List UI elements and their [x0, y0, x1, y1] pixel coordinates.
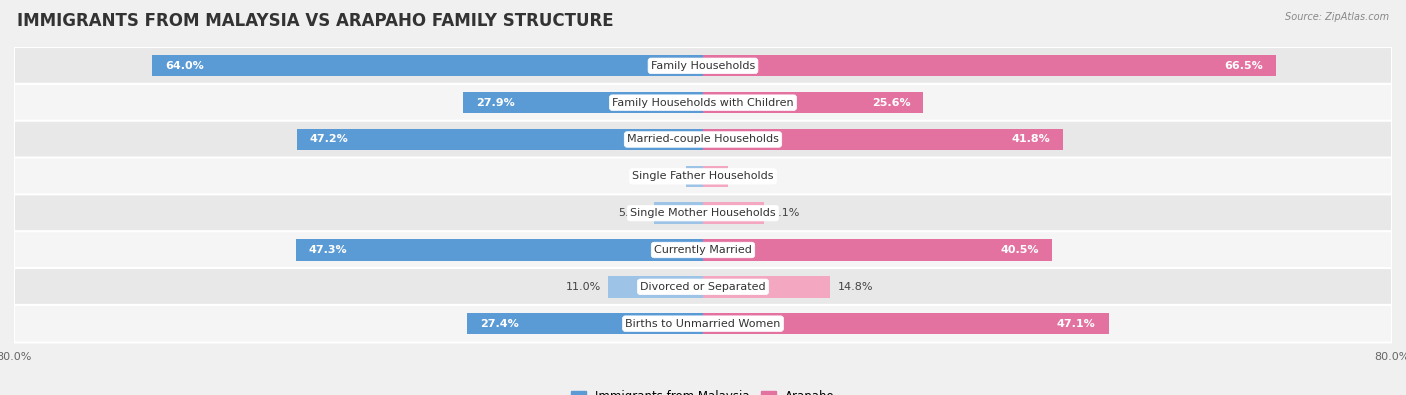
Bar	[703, 203, 763, 224]
Text: 11.0%: 11.0%	[567, 282, 602, 292]
Text: Family Households: Family Households	[651, 61, 755, 71]
Bar	[703, 276, 831, 297]
Bar	[703, 55, 1275, 77]
Bar	[703, 239, 1052, 261]
FancyBboxPatch shape	[14, 194, 1392, 232]
Bar	[152, 55, 703, 77]
Text: 2.0%: 2.0%	[651, 171, 679, 181]
Text: 27.9%: 27.9%	[475, 98, 515, 108]
Text: 47.2%: 47.2%	[309, 134, 349, 145]
FancyBboxPatch shape	[14, 268, 1392, 306]
FancyBboxPatch shape	[14, 158, 1392, 195]
Text: Family Households with Children: Family Households with Children	[612, 98, 794, 108]
Text: 25.6%: 25.6%	[872, 98, 911, 108]
Bar	[703, 313, 1108, 334]
Text: 7.1%: 7.1%	[770, 208, 800, 218]
Text: 47.3%: 47.3%	[308, 245, 347, 255]
FancyBboxPatch shape	[14, 305, 1392, 342]
Bar	[295, 239, 703, 261]
FancyBboxPatch shape	[14, 84, 1392, 121]
Bar	[686, 166, 703, 187]
Bar	[463, 92, 703, 113]
Text: 14.8%: 14.8%	[838, 282, 873, 292]
Text: Single Father Households: Single Father Households	[633, 171, 773, 181]
Bar	[609, 276, 703, 297]
Text: 66.5%: 66.5%	[1225, 61, 1263, 71]
Text: 27.4%: 27.4%	[479, 319, 519, 329]
Text: Married-couple Households: Married-couple Households	[627, 134, 779, 145]
FancyBboxPatch shape	[14, 47, 1392, 85]
Text: IMMIGRANTS FROM MALAYSIA VS ARAPAHO FAMILY STRUCTURE: IMMIGRANTS FROM MALAYSIA VS ARAPAHO FAMI…	[17, 12, 613, 30]
Bar	[467, 313, 703, 334]
Text: 5.7%: 5.7%	[619, 208, 647, 218]
FancyBboxPatch shape	[14, 121, 1392, 158]
Text: 47.1%: 47.1%	[1057, 319, 1095, 329]
Text: 40.5%: 40.5%	[1000, 245, 1039, 255]
Text: 2.9%: 2.9%	[735, 171, 763, 181]
Bar	[297, 129, 703, 150]
Bar	[703, 129, 1063, 150]
Bar	[703, 166, 728, 187]
Text: 41.8%: 41.8%	[1011, 134, 1050, 145]
Bar	[703, 92, 924, 113]
Text: Births to Unmarried Women: Births to Unmarried Women	[626, 319, 780, 329]
Bar	[654, 203, 703, 224]
FancyBboxPatch shape	[14, 231, 1392, 269]
Text: Currently Married: Currently Married	[654, 245, 752, 255]
Text: Divorced or Separated: Divorced or Separated	[640, 282, 766, 292]
Legend: Immigrants from Malaysia, Arapaho: Immigrants from Malaysia, Arapaho	[567, 385, 839, 395]
Text: 64.0%: 64.0%	[165, 61, 204, 71]
Text: Source: ZipAtlas.com: Source: ZipAtlas.com	[1285, 12, 1389, 22]
Text: Single Mother Households: Single Mother Households	[630, 208, 776, 218]
